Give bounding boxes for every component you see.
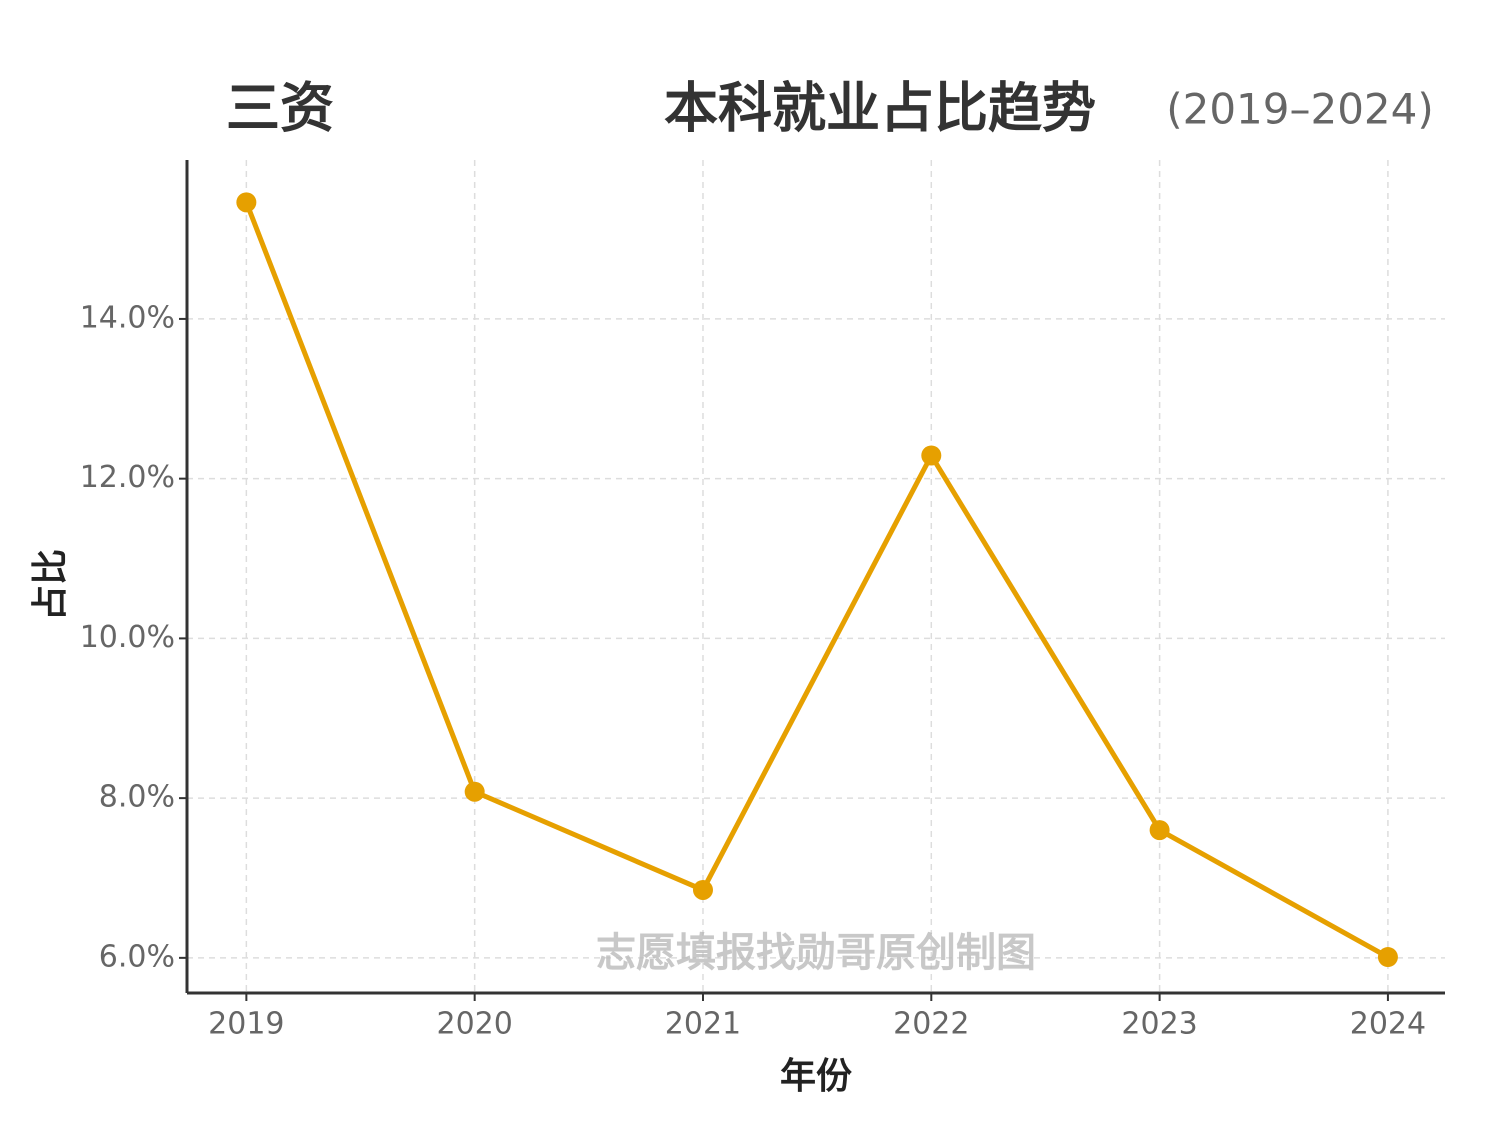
point (692, 879, 713, 900)
x-tick-label: 2024 (1350, 1007, 1426, 1042)
watermark: 志愿填报找勋哥原创制图 (596, 930, 1036, 976)
x-axis-label: 年份 (780, 1056, 852, 1097)
chart-title: 本科就业占比趋势 (664, 77, 1096, 140)
x-tick-label: 2019 (208, 1007, 284, 1042)
y-tick-label: 12.0% (80, 460, 175, 495)
point (1377, 947, 1398, 968)
y-axis-label: 占比 (30, 549, 71, 621)
point (236, 192, 257, 213)
y-tick-label: 10.0% (80, 620, 175, 655)
point (1149, 820, 1170, 841)
y-tick-label: 6.0% (99, 939, 175, 974)
x-tick-label: 2022 (893, 1007, 969, 1042)
x-tick-label: 2020 (436, 1007, 512, 1042)
point (464, 781, 485, 802)
x-tick-label: 2023 (1121, 1007, 1197, 1042)
point (921, 445, 942, 466)
x-tick-label: 2021 (665, 1007, 741, 1042)
chart-subtitle: (2019–2024) (1166, 85, 1434, 134)
chart-label: 三资 (226, 77, 334, 140)
y-tick-label: 14.0% (80, 300, 175, 335)
y-tick-label: 8.0% (99, 780, 175, 815)
line (244, 201, 1390, 960)
